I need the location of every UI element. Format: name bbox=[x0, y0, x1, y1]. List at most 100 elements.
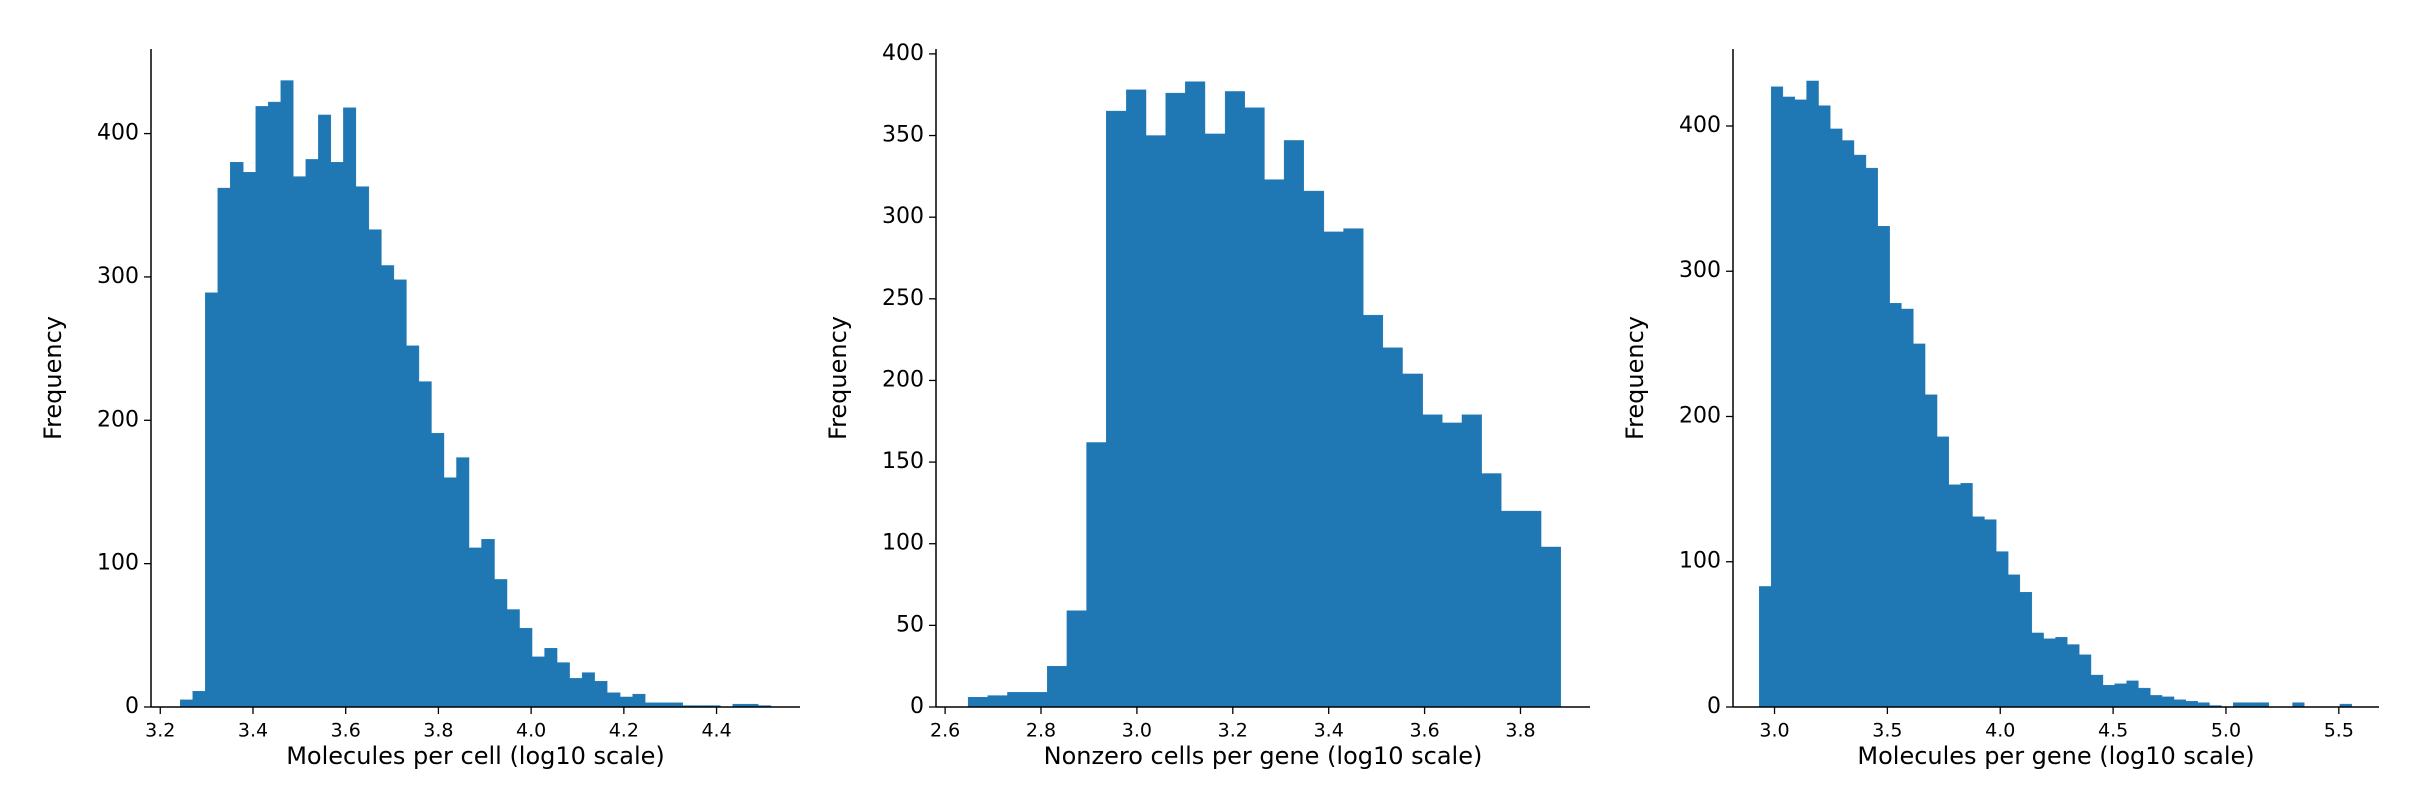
x-tick-label: 2.6 bbox=[930, 720, 960, 742]
bar bbox=[1402, 373, 1423, 708]
bar bbox=[1995, 551, 2009, 708]
bar bbox=[1422, 414, 1443, 708]
bar bbox=[1842, 140, 1855, 708]
y-tick-label: 0 bbox=[1707, 694, 1721, 719]
x-tick-label: 3.8 bbox=[423, 720, 453, 742]
bar bbox=[1540, 546, 1561, 708]
bar bbox=[2138, 687, 2151, 708]
bar bbox=[368, 229, 382, 708]
x-tick-label: 4.5 bbox=[2098, 720, 2128, 742]
bar bbox=[531, 656, 545, 708]
x-tick-label: 3.0 bbox=[1759, 720, 1789, 742]
x-tick-label: 4.4 bbox=[701, 720, 731, 742]
bar bbox=[1984, 519, 1997, 708]
bar bbox=[1830, 128, 1843, 708]
y-tick-label: 100 bbox=[1679, 549, 1721, 574]
bar bbox=[1461, 414, 1482, 708]
bar bbox=[1889, 302, 1902, 708]
bar bbox=[1007, 692, 1028, 708]
y-tick-label: 100 bbox=[882, 531, 924, 556]
bar bbox=[293, 176, 307, 708]
x-tick-label: 5.5 bbox=[2324, 720, 2354, 742]
x-tick-label: 3.4 bbox=[1314, 720, 1344, 742]
bar bbox=[456, 457, 470, 708]
y-axis-label: Frequency bbox=[1621, 316, 1649, 440]
y-tick-label: 350 bbox=[882, 123, 924, 148]
y-tick-label: 300 bbox=[1679, 258, 1721, 283]
bar bbox=[1818, 105, 1831, 708]
bar bbox=[318, 114, 332, 708]
y-tick-label: 50 bbox=[896, 612, 924, 637]
bar bbox=[519, 627, 533, 708]
bar bbox=[506, 609, 520, 708]
bar bbox=[544, 648, 558, 708]
bar bbox=[2185, 700, 2198, 708]
bar bbox=[2114, 683, 2127, 708]
bar bbox=[632, 693, 646, 708]
y-tick-label: 150 bbox=[882, 449, 924, 474]
x-tick-label: 4.0 bbox=[516, 720, 546, 742]
bar bbox=[2067, 644, 2080, 708]
bar bbox=[494, 579, 508, 708]
bar bbox=[305, 159, 319, 708]
bar bbox=[2043, 638, 2056, 708]
y-tick-label: 400 bbox=[1679, 113, 1721, 138]
bar bbox=[2150, 695, 2163, 708]
bar bbox=[1877, 226, 1890, 708]
y-axis-label: Frequency bbox=[824, 316, 852, 440]
y-tick-label: 400 bbox=[882, 41, 924, 66]
bar bbox=[1303, 190, 1325, 708]
bar bbox=[581, 672, 595, 708]
bar bbox=[1782, 96, 1796, 708]
bar bbox=[1066, 610, 1087, 708]
y-tick-label: 100 bbox=[97, 551, 139, 576]
x-tick-label: 4.2 bbox=[609, 720, 639, 742]
bar bbox=[230, 162, 244, 708]
bar bbox=[343, 107, 357, 708]
bar bbox=[594, 680, 608, 708]
x-tick-label: 5.0 bbox=[2211, 720, 2241, 742]
x-axis-label: Molecules per cell (log10 scale) bbox=[286, 742, 665, 770]
bar bbox=[1901, 308, 1914, 708]
bar bbox=[481, 539, 495, 708]
bar bbox=[468, 547, 482, 708]
bar bbox=[1145, 135, 1166, 708]
bar bbox=[1853, 154, 1867, 708]
bar bbox=[2019, 592, 2033, 708]
bar bbox=[217, 187, 231, 708]
bar bbox=[1794, 99, 1807, 708]
bar bbox=[1224, 91, 1245, 708]
y-tick-label: 200 bbox=[97, 407, 139, 432]
bar bbox=[406, 345, 420, 708]
bar bbox=[1363, 314, 1384, 708]
bar bbox=[606, 692, 621, 708]
bar bbox=[243, 172, 256, 708]
bar bbox=[355, 186, 370, 708]
bar bbox=[443, 477, 457, 708]
bar bbox=[967, 697, 988, 708]
x-tick-label: 3.2 bbox=[1218, 720, 1248, 742]
bar bbox=[2090, 674, 2104, 708]
bar bbox=[2007, 574, 2021, 708]
bar bbox=[1027, 692, 1048, 708]
y-tick-label: 0 bbox=[125, 694, 139, 719]
y-tick-label: 400 bbox=[97, 121, 139, 146]
bar bbox=[1913, 343, 1926, 708]
bar bbox=[1047, 665, 1068, 708]
bar bbox=[2161, 696, 2175, 708]
bar bbox=[1106, 110, 1127, 708]
bar bbox=[1185, 81, 1206, 708]
bar bbox=[205, 292, 218, 708]
bar bbox=[330, 162, 344, 708]
bar bbox=[1442, 422, 1463, 708]
bar bbox=[1948, 484, 1961, 708]
x-axis-label: Nonzero cells per gene (log10 scale) bbox=[1044, 742, 1483, 770]
bar bbox=[1264, 179, 1285, 708]
bar bbox=[1924, 394, 1938, 708]
bar bbox=[431, 432, 445, 708]
x-tick-label: 3.4 bbox=[238, 720, 268, 742]
bar bbox=[1283, 140, 1304, 708]
x-tick-label: 3.5 bbox=[1872, 720, 1902, 742]
y-axis-label: Frequency bbox=[39, 316, 67, 440]
